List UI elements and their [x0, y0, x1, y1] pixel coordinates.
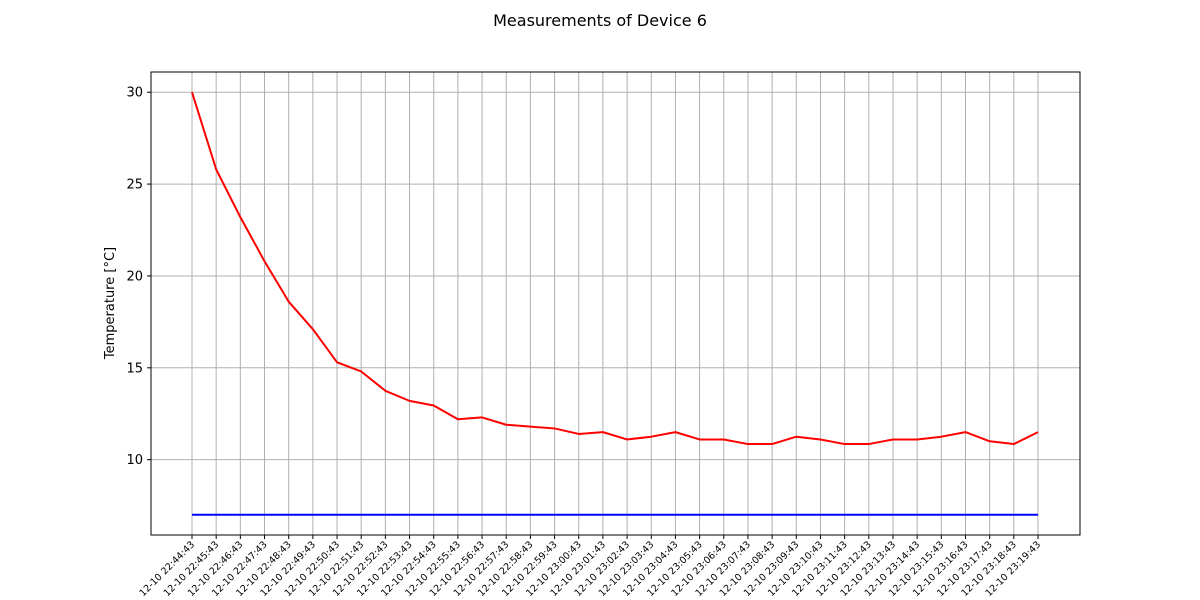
series-line-1	[191, 91, 1039, 446]
chart-title: Measurements of Device 6	[493, 11, 707, 30]
y-tick-label: 25	[126, 178, 143, 193]
y-tick-label: 15	[126, 361, 143, 376]
grid-lines	[151, 72, 1080, 535]
y-axis-label: Temperature [°C]	[103, 247, 118, 360]
plot-area-frame	[150, 71, 1081, 536]
y-axis: 10 15 20 25 30	[126, 86, 151, 468]
y-tick-label: 10	[126, 453, 143, 468]
y-tick-label: 20	[126, 269, 143, 284]
y-tick-label: 30	[126, 86, 143, 101]
series-lines	[191, 91, 1039, 516]
